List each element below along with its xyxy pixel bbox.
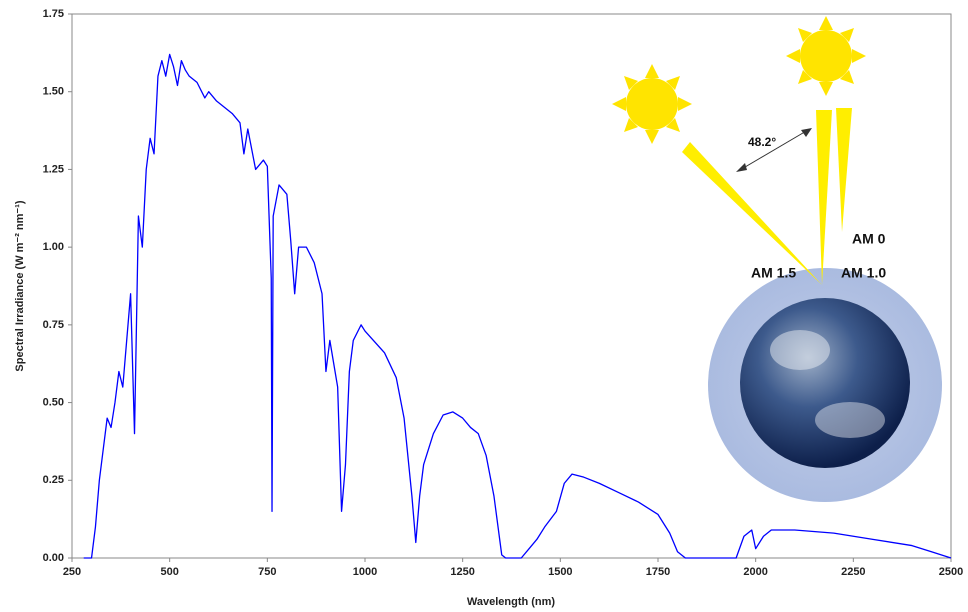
arrow-head: [736, 163, 747, 172]
angle-label: 48.2°: [748, 135, 776, 149]
y-tick-label: 1.50: [43, 86, 64, 98]
cloud: [815, 402, 885, 438]
x-tick-label: 2000: [743, 566, 767, 578]
y-tick-label: 0.00: [43, 552, 64, 564]
sun: [612, 64, 692, 144]
y-axis-label: Spectral Irradiance (W m⁻² nm⁻¹): [14, 200, 26, 371]
page: {"chart_data": {"type": "line", "xlabel"…: [0, 0, 968, 612]
y-tick-label: 1.25: [43, 163, 64, 175]
y-tick-label: 1.00: [43, 241, 64, 253]
chart: 48.2° AM 0 AM 1.5 AM 1.0 Wavelength (nm)…: [0, 0, 968, 612]
x-tick-label: 2250: [841, 566, 865, 578]
y-tick-label: 0.50: [43, 396, 64, 408]
x-tick-label: 1000: [353, 566, 377, 578]
earth: [740, 298, 910, 468]
x-tick-label: 2500: [939, 566, 963, 578]
sun: [786, 16, 866, 96]
arrow-head: [801, 128, 812, 137]
y-tick-label: 0.75: [43, 319, 64, 331]
illustration: 48.2° AM 0 AM 1.5 AM 1.0: [612, 16, 942, 502]
beam: [836, 108, 852, 232]
beam: [816, 110, 832, 285]
x-axis-label: Wavelength (nm): [467, 596, 556, 608]
am-label: AM 0: [852, 231, 886, 247]
am-label: AM 1.0: [841, 265, 886, 281]
x-tick-label: 1250: [450, 566, 474, 578]
y-tick-label: 1.75: [43, 8, 64, 20]
x-tick-label: 250: [63, 566, 81, 578]
am-label: AM 1.5: [751, 265, 796, 281]
x-tick-label: 750: [258, 566, 276, 578]
y-tick-label: 0.25: [43, 474, 64, 486]
cloud: [770, 330, 830, 370]
x-tick-label: 500: [160, 566, 178, 578]
x-tick-label: 1750: [646, 566, 670, 578]
x-tick-label: 1500: [548, 566, 572, 578]
